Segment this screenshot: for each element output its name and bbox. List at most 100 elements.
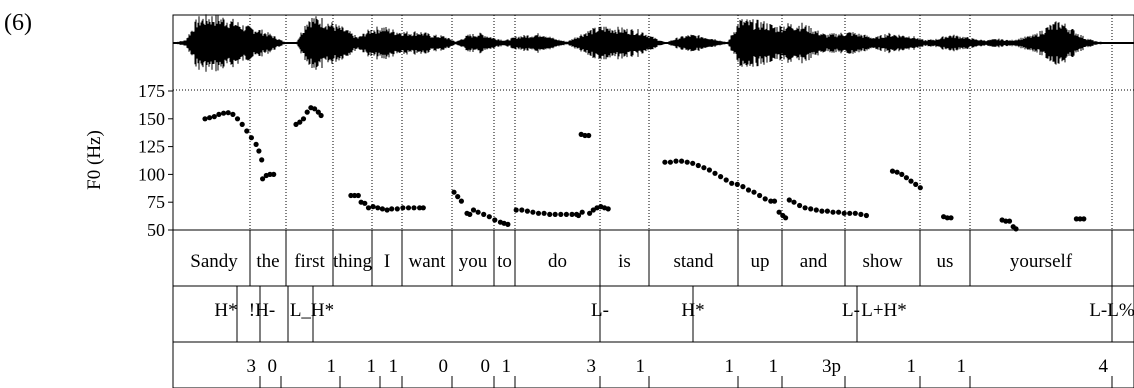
y-tick-label: 75 [147, 192, 165, 212]
f0-point [913, 181, 919, 187]
f0-point [679, 158, 685, 164]
f0-point [411, 205, 417, 211]
f0-point [348, 192, 354, 199]
f0-point [405, 205, 412, 211]
f0-point [524, 208, 531, 214]
f0-point [740, 184, 746, 190]
f0-point [211, 114, 217, 120]
f0-point [492, 217, 498, 223]
f0-point [718, 174, 724, 180]
f0-point [318, 112, 324, 119]
waveform-trace [172, 14, 1134, 72]
break-index-label: 3 [247, 356, 257, 377]
f0-point [1077, 216, 1083, 222]
break-index-tier: 3 0 1 1 1 0 0 1 3 1 1 1 3p 1 1 4 [247, 356, 1113, 388]
f0-point [400, 205, 406, 211]
f0-point [519, 207, 525, 213]
break-index-label: 1 [389, 356, 399, 377]
break-index-label: 1 [957, 356, 967, 377]
tone-label: L+H* [861, 300, 907, 321]
word-label: and [800, 251, 828, 272]
f0-point [579, 209, 585, 215]
f0-point [1006, 218, 1013, 224]
f0-point [706, 167, 713, 173]
f0-point [894, 169, 900, 175]
f0-point [944, 215, 950, 221]
y-tick-label: 50 [147, 220, 165, 240]
f0-point [389, 206, 395, 212]
word-label: up [751, 251, 770, 272]
break-index-label: 0 [481, 356, 491, 377]
f0-point [304, 109, 310, 115]
f0-point [394, 206, 400, 212]
f0-point [547, 211, 553, 217]
y-axis: 50 75 100 125 150 175 [138, 81, 173, 240]
f0-point [375, 205, 381, 211]
break-index-label: 1 [636, 356, 646, 377]
f0-point [260, 176, 266, 182]
f0-point [1013, 226, 1019, 232]
f0-point [505, 221, 511, 227]
f0-point [1003, 218, 1009, 224]
break-index-label: 1 [502, 356, 512, 377]
f0-point [455, 194, 461, 200]
break-index-label: 1 [367, 356, 377, 377]
f0-point [558, 211, 564, 217]
word-label: is [618, 251, 631, 272]
f0-point [858, 211, 864, 217]
tones-tier: H* !H- L_H* L- H* L- L+H* L-L% [214, 286, 1134, 342]
break-index-label: 1 [725, 356, 735, 377]
f0-point [365, 205, 372, 211]
f0-point [863, 212, 870, 219]
f0-point [221, 110, 227, 116]
f0-point [293, 121, 299, 127]
word-label: Sandy [190, 251, 238, 272]
f0-point [776, 209, 782, 215]
f0-point [582, 132, 588, 139]
figure-label: (6) [4, 10, 32, 36]
f0-point [379, 206, 385, 212]
f0-point [852, 210, 858, 216]
f0-point [771, 198, 778, 204]
f0-point [836, 209, 842, 215]
f0-point [230, 111, 236, 117]
tone-label: !H- [249, 300, 275, 321]
f0-point [899, 171, 905, 177]
f0-contour [202, 105, 1087, 232]
word-label: I [384, 251, 390, 272]
f0-point [948, 215, 954, 221]
break-index-label: 3 [587, 356, 597, 377]
f0-point [253, 141, 259, 147]
f0-point [762, 196, 768, 202]
f0-point [712, 170, 718, 176]
f0-point [244, 128, 250, 134]
tone-label: L-L% [1089, 300, 1134, 321]
f0-point [695, 162, 701, 169]
tone-label: L_H* [290, 300, 334, 321]
word-label: stand [673, 251, 714, 272]
tone-label: L- [842, 300, 860, 321]
word-label: first [294, 251, 325, 272]
word-label: us [937, 251, 954, 272]
f0-point [819, 208, 825, 214]
f0-point [723, 177, 729, 183]
word-label: to [497, 251, 512, 272]
word-label: thing [333, 251, 373, 272]
f0-point [729, 180, 735, 186]
f0-point [535, 210, 542, 216]
f0-point [586, 132, 592, 139]
f0-point [605, 206, 611, 212]
f0-point [847, 210, 853, 216]
f0-point [1081, 216, 1087, 222]
f0-point [734, 181, 740, 187]
f0-point [513, 207, 519, 213]
f0-point [841, 210, 847, 216]
f0-point [690, 160, 696, 166]
f0-point [667, 159, 674, 165]
f0-point [362, 200, 368, 206]
f0-point [587, 210, 593, 216]
break-index-label: 1 [907, 356, 917, 377]
tone-label: H* [214, 300, 237, 321]
f0-point [420, 205, 426, 211]
